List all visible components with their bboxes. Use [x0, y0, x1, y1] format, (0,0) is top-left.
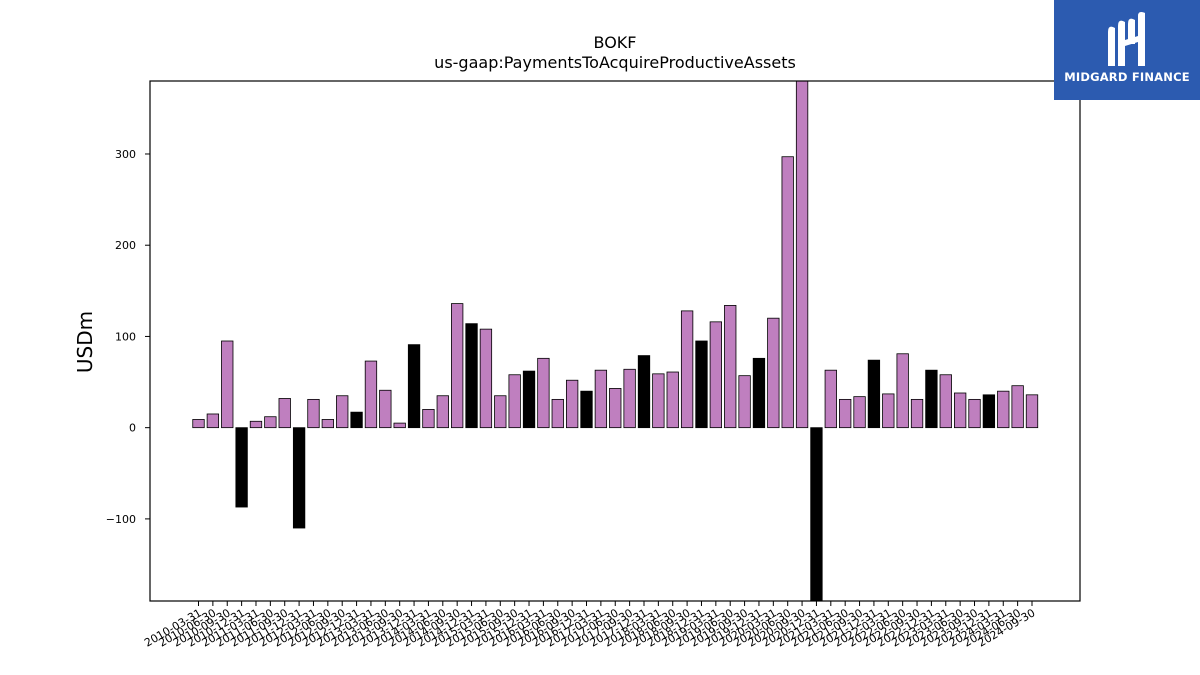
bar-2012-12-31 [350, 411, 363, 429]
bar-2023-09-30 [968, 398, 981, 429]
bar-2021-03-31 [824, 369, 837, 429]
y-tick-label: −100 [106, 513, 136, 526]
bar-2015-06-30 [494, 395, 507, 429]
bar-2020-03-31 [767, 317, 780, 429]
bar-2024-06-30 [1011, 385, 1024, 429]
bar-2013-12-31 [407, 344, 421, 429]
bar-2014-03-31 [422, 409, 435, 429]
chart-subtitle: us-gaap:PaymentsToAcquireProductiveAsset… [434, 53, 796, 72]
bar-2012-03-31 [307, 398, 320, 429]
bar-2017-06-30 [609, 388, 622, 429]
bar-2010-03-31 [192, 419, 205, 429]
bar-2016-06-30 [551, 398, 564, 429]
bar-2018-12-31 [695, 340, 708, 429]
bar-2013-03-31 [364, 360, 378, 429]
bar-2014-12-31 [465, 323, 478, 429]
bar-2023-03-31 [939, 374, 952, 429]
bar-2010-09-30 [221, 340, 234, 429]
bar-2021-12-31 [867, 359, 881, 429]
y-tick-label: 0 [129, 422, 136, 435]
plot-frame [149, 80, 1081, 602]
y-tick-label: 100 [115, 330, 136, 343]
brand-name: MIDGARD FINANCE [1064, 70, 1190, 84]
bar-2021-09-30 [853, 396, 866, 429]
bar-2020-06-30 [781, 156, 794, 429]
bar-2020-12-31 [810, 427, 823, 602]
bar-2016-03-31 [537, 357, 550, 429]
bar-2013-09-30 [393, 422, 406, 429]
y-axis-label: USDm [73, 311, 97, 373]
bar-2016-09-30 [565, 379, 579, 429]
bar-2023-12-31 [982, 394, 996, 429]
bar-2015-09-30 [508, 374, 521, 429]
bar-2023-06-30 [954, 392, 967, 429]
bar-2024-09-30 [1025, 394, 1039, 429]
bar-2011-03-31 [249, 420, 263, 429]
bar-2011-09-30 [278, 398, 291, 429]
bar-2017-12-31 [637, 355, 651, 429]
bar-2014-09-30 [451, 303, 464, 429]
bar-2018-03-31 [652, 373, 665, 429]
bar-2022-03-31 [882, 393, 895, 429]
midgard-logo-icon [1108, 12, 1145, 67]
bar-2012-09-30 [336, 395, 349, 429]
bar-2011-12-31 [292, 427, 306, 529]
bar-2016-12-31 [580, 390, 593, 429]
bar-2012-06-30 [321, 419, 334, 429]
bar-2011-06-30 [264, 416, 277, 429]
bar-2018-09-30 [680, 310, 694, 429]
y-tick-label: 200 [115, 239, 136, 252]
brand-logo: MIDGARD FINANCE [1054, 0, 1200, 100]
x-axis-ticks: 2010-03-312010-06-302010-09-302010-12-31… [142, 601, 1038, 650]
bar-2020-09-30 [795, 80, 809, 429]
bar-2010-06-30 [206, 413, 220, 429]
bar-2017-09-30 [623, 368, 636, 429]
y-axis-ticks: −100 0 100 200 300 [106, 148, 150, 526]
bar-2010-12-31 [235, 427, 248, 508]
bar-2013-06-30 [379, 389, 392, 429]
chart-title: BOKF [594, 33, 637, 52]
bar-2024-03-31 [997, 390, 1010, 429]
y-tick-label: 300 [115, 148, 136, 161]
bar-2019-06-30 [724, 305, 737, 429]
bar-2015-12-31 [522, 370, 536, 429]
bar-2017-03-31 [594, 369, 608, 429]
bar-2021-06-30 [839, 398, 852, 429]
bar-2022-12-31 [925, 369, 938, 429]
bar-2019-12-31 [752, 357, 766, 429]
bar-2022-06-30 [896, 353, 909, 429]
bar-2022-09-30 [910, 398, 924, 429]
bar-2018-06-30 [666, 371, 679, 429]
bar-2019-09-30 [738, 375, 751, 429]
bar-2019-03-31 [709, 321, 722, 429]
bar-2014-06-30 [436, 395, 449, 429]
bar-2015-03-31 [479, 328, 493, 429]
bars-group [192, 80, 1039, 602]
